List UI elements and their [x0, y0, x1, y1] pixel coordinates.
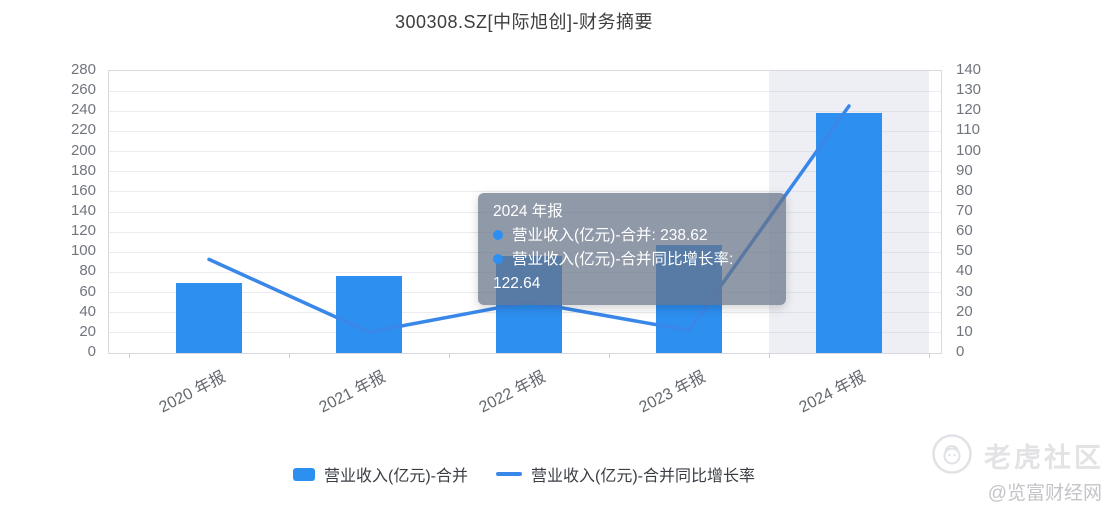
gridline — [109, 191, 941, 193]
y-axis-right-label: 20 — [956, 302, 973, 320]
y-axis-left-label: 200 — [70, 141, 96, 159]
y-axis-left-label: 260 — [70, 81, 96, 99]
y-axis-right-label: 130 — [956, 81, 982, 99]
revenue-bar[interactable] — [816, 112, 882, 353]
y-axis-left-label: 0 — [87, 343, 96, 360]
y-axis-right-label: 80 — [956, 181, 973, 199]
x-axis-tick — [769, 353, 770, 358]
y-axis-right-label: 90 — [956, 161, 973, 179]
y-axis-left-label: 40 — [79, 302, 96, 320]
tiger-logo-icon — [932, 434, 972, 474]
y-axis-right-label: 30 — [956, 282, 973, 300]
x-axis-tick — [609, 353, 610, 358]
legend: 营业收入(亿元)-合并 营业收入(亿元)-合并同比增长率 — [0, 462, 1048, 486]
y-axis-right-label: 110 — [956, 121, 980, 139]
x-axis-tick — [449, 353, 450, 358]
y-axis-right-label: 40 — [956, 262, 973, 280]
x-axis-label: 2021 年报 — [316, 368, 389, 417]
y-axis-left-label: 240 — [70, 101, 96, 119]
y-axis-left-label: 280 — [70, 61, 96, 78]
y-axis-right-label: 60 — [956, 222, 973, 240]
y-axis-right-label: 70 — [956, 202, 973, 219]
y-axis-left-label: 120 — [70, 222, 96, 240]
bar-swatch-icon — [293, 467, 315, 481]
watermark-community-label: 老虎社区 — [984, 443, 1104, 473]
legend-item-bar[interactable]: 营业收入(亿元)-合并 — [293, 462, 468, 486]
tooltip: 2024 年报 营业收入(亿元)-合并: 238.62 营业收入(亿元)-合并同比… — [478, 193, 786, 305]
y-axis-right-label: 120 — [956, 101, 982, 119]
y-axis-left-label: 220 — [70, 121, 96, 139]
revenue-bar[interactable] — [176, 282, 242, 353]
y-axis-left-label: 180 — [70, 161, 96, 179]
tooltip-row: 营业收入(亿元)-合并同比增长率: 122.64 — [493, 251, 734, 292]
gridline — [109, 130, 941, 132]
tooltip-rows: 营业收入(亿元)-合并: 238.62 营业收入(亿元)-合并同比增长率: 122… — [493, 224, 771, 296]
x-axis-label: 2022 年报 — [476, 368, 549, 417]
y-axis-left-label: 100 — [70, 242, 96, 260]
gridline — [109, 110, 941, 112]
legend-label: 营业收入(亿元)-合并 — [324, 468, 468, 485]
x-axis-label: 2020 年报 — [156, 368, 229, 417]
tooltip-title: 2024 年报 — [493, 203, 563, 220]
revenue-bar[interactable] — [336, 275, 402, 353]
x-axis-tick — [929, 353, 930, 358]
series-dot-icon — [493, 254, 503, 264]
x-axis-tick — [289, 353, 290, 358]
y-axis-left-label: 60 — [79, 282, 96, 300]
line-swatch-icon — [496, 472, 522, 476]
x-axis-tick — [129, 353, 130, 358]
y-axis-right-label: 10 — [956, 322, 973, 340]
y-axis-left-label: 140 — [70, 202, 96, 219]
y-axis-right-label: 100 — [956, 141, 982, 159]
legend-item-line[interactable]: 营业收入(亿元)-合并同比增长率 — [496, 462, 755, 486]
y-axis-right-label: 0 — [956, 343, 965, 360]
series-dot-icon — [493, 230, 503, 240]
x-axis-label: 2023 年报 — [636, 368, 709, 417]
y-axis-left-label: 20 — [79, 322, 96, 340]
gridline — [109, 151, 941, 153]
watermark-source-label: @览富财经网 — [987, 483, 1102, 504]
x-axis-label: 2024 年报 — [796, 368, 869, 417]
tooltip-row: 营业收入(亿元)-合并: 238.62 — [493, 224, 771, 248]
gridline — [109, 171, 941, 173]
chart-title: 300308.SZ[中际旭创]-财务摘要 — [394, 12, 654, 32]
y-axis-right-label: 50 — [956, 242, 973, 260]
y-axis-left-label: 80 — [79, 262, 96, 280]
gridline — [109, 90, 941, 92]
y-axis-left-label: 160 — [70, 181, 96, 199]
y-axis-right-label: 140 — [956, 61, 982, 78]
legend-label: 营业收入(亿元)-合并同比增长率 — [531, 468, 755, 485]
